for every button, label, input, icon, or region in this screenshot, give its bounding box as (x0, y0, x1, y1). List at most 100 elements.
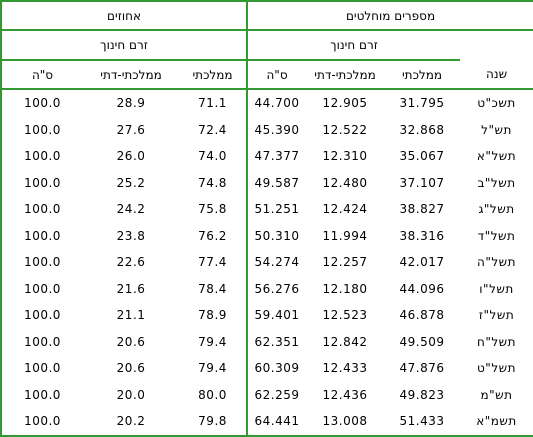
abs-state-religious-cell: 13.008 (306, 408, 385, 437)
pct-state-cell: 80.0 (198, 387, 227, 402)
abs-state-religious-cell: 12.842 (322, 334, 368, 349)
abs-state-religious-cell: 11.994 (322, 228, 368, 243)
pct-stream-header: זרם חינוך (0, 30, 248, 61)
pct-state-religious-cell: 21.1 (116, 308, 146, 323)
abs-state-cell: 38.316 (399, 228, 445, 243)
abs-total-cell: 62.259 (246, 381, 307, 408)
table-row: תשכ"ט 31.795 12.905 44.700 71.1 28.9 100.0 (0, 89, 533, 117)
table-row: תש"ל 32.868 12.522 45.390 72.4 27.6 100.0 (0, 116, 533, 143)
pct-state-cell: 78.4 (198, 281, 227, 296)
abs-state-cell: 42.017 (399, 255, 445, 270)
abs-state-cell: 51.433 (384, 408, 461, 437)
year-cell: תשל"ד (460, 222, 533, 249)
year-cell: תשמ"א (460, 408, 533, 437)
abs-state-cell: 32.868 (399, 122, 445, 137)
year-cell: תשל"ו (460, 275, 533, 302)
year-cell: תשל"ט (460, 355, 533, 382)
table-row: תשל"א 35.067 12.310 47.377 74.0 26.0 100.0 (0, 143, 533, 170)
abs-total-cell: 49.587 (246, 169, 307, 196)
year-cell: תשל"ב (460, 169, 533, 196)
pct-state-religious-cell: 20.6 (116, 334, 146, 349)
pct-total-cell: 100.0 (0, 222, 84, 249)
abs-state-cell: 49.509 (399, 334, 445, 349)
pct-state-religious-cell: 22.6 (116, 255, 146, 270)
pct-state-religious-cell: 28.9 (116, 96, 146, 111)
abs-total-cell: 50.310 (246, 222, 307, 249)
table-row: תשל"ז 46.878 12.523 59.401 78.9 21.1 100.0 (0, 302, 533, 329)
abs-state-religious-column-header: ממלכתי-דתי (306, 60, 385, 90)
pct-state-religious-cell: 20.2 (83, 408, 180, 437)
pct-state-religious-cell: 23.8 (116, 228, 146, 243)
year-cell: תשל"ח (460, 328, 533, 355)
pct-state-cell: 78.9 (198, 308, 227, 323)
pct-state-religious-cell: 25.2 (116, 175, 146, 190)
abs-state-religious-cell: 12.522 (322, 122, 368, 137)
table-row: תשל"ב 37.107 12.480 49.587 74.8 25.2 100.0 (0, 169, 533, 196)
abs-state-religious-cell: 12.180 (322, 281, 368, 296)
pct-total-cell: 100.0 (0, 408, 84, 437)
percent-header: אחוזים (0, 0, 248, 31)
year-cell: תשל"ה (460, 249, 533, 276)
abs-total-cell: 44.700 (246, 89, 307, 117)
year-cell: תש"מ (460, 381, 533, 408)
absolute-numbers-header: מספרים מוחלטים (246, 0, 533, 31)
pct-state-cell: 74.0 (198, 149, 227, 164)
pct-total-cell: 100.0 (0, 143, 84, 170)
abs-state-cell: 35.067 (399, 149, 445, 164)
year-cell: תשל"א (460, 143, 533, 170)
abs-total-cell: 64.441 (246, 408, 307, 437)
pct-state-column-header: ממלכתי (179, 60, 248, 90)
abs-total-cell: 59.401 (246, 302, 307, 329)
abs-total-cell: 62.351 (246, 328, 307, 355)
abs-state-cell: 38.827 (399, 202, 445, 217)
pct-total-cell: 100.0 (0, 116, 84, 143)
abs-total-column-header: ס"ה (246, 60, 307, 90)
abs-state-cell: 46.878 (399, 308, 445, 323)
pct-state-religious-cell: 24.2 (116, 202, 146, 217)
abs-state-religious-cell: 12.424 (322, 202, 368, 217)
abs-state-cell: 37.107 (399, 175, 445, 190)
year-cell: תשל"ג (460, 196, 533, 223)
abs-state-religious-cell: 12.905 (322, 96, 368, 111)
table-row: תש"מ 49.823 12.436 62.259 80.0 20.0 100.0 (0, 381, 533, 408)
pct-state-religious-cell: 27.6 (116, 122, 146, 137)
abs-total-cell: 60.309 (246, 355, 307, 382)
pct-total-cell: 100.0 (0, 249, 84, 276)
pct-state-cell: 76.2 (198, 228, 227, 243)
pct-total-cell: 100.0 (0, 169, 84, 196)
abs-total-cell: 51.251 (246, 196, 307, 223)
abs-state-religious-cell: 12.257 (322, 255, 368, 270)
abs-state-cell: 49.823 (399, 387, 445, 402)
abs-stream-header: זרם חינוך (246, 30, 461, 61)
pct-state-cell: 77.4 (198, 255, 227, 270)
pct-state-religious-cell: 20.0 (116, 387, 146, 402)
pct-state-cell: 74.8 (198, 175, 227, 190)
abs-state-religious-cell: 12.436 (322, 387, 368, 402)
pct-total-cell: 100.0 (0, 196, 84, 223)
pct-state-cell: 71.1 (198, 96, 227, 111)
table-row: תשמ"א 51.433 13.008 64.441 79.8 20.2 100.0 (0, 408, 533, 437)
pct-total-column-header: ס"ה (0, 60, 84, 90)
table-row: תשל"ט 47.876 12.433 60.309 79.4 20.6 100.0 (0, 355, 533, 382)
pct-state-cell: 75.8 (198, 202, 227, 217)
pct-total-cell: 100.0 (0, 302, 84, 329)
pct-total-cell: 100.0 (0, 355, 84, 382)
pct-state-religious-cell: 20.6 (116, 361, 146, 376)
table-row: תשל"ה 42.017 12.257 54.274 77.4 22.6 100.0 (0, 249, 533, 276)
pct-state-cell: 79.4 (198, 361, 227, 376)
abs-total-cell: 45.390 (246, 116, 307, 143)
abs-state-cell: 31.795 (399, 96, 445, 111)
table-row: תשל"ח 49.509 12.842 62.351 79.4 20.6 100.0 (0, 328, 533, 355)
pct-total-cell: 100.0 (0, 89, 84, 117)
pct-state-religious-cell: 26.0 (116, 149, 146, 164)
abs-state-cell: 44.096 (399, 281, 445, 296)
pct-state-cell: 72.4 (198, 122, 227, 137)
abs-state-column-header: ממלכתי (384, 60, 461, 90)
table-row: תשל"ג 38.827 12.424 51.251 75.8 24.2 100.0 (0, 196, 533, 223)
pct-state-religious-column-header: ממלכתי-דתי (83, 60, 180, 90)
year-cell: תשל"ז (460, 302, 533, 329)
pct-total-cell: 100.0 (0, 275, 84, 302)
pct-state-cell: 79.4 (198, 334, 227, 349)
abs-total-cell: 54.274 (246, 249, 307, 276)
